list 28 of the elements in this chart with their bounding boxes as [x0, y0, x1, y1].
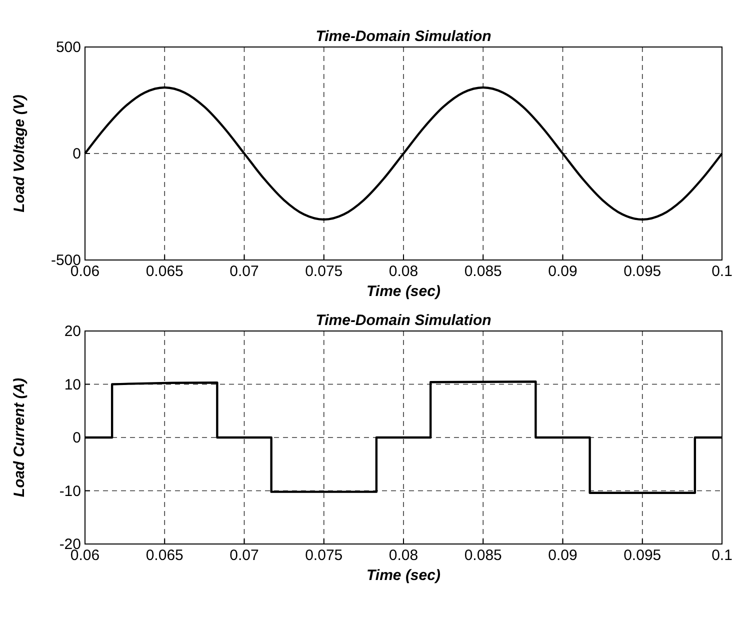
y-tick-label: 20 [64, 323, 81, 340]
y-axis-title: Load Voltage (V) [11, 94, 28, 212]
y-tick-label: 0 [72, 430, 81, 446]
x-tick-label: 0.065 [146, 547, 184, 564]
x-axis-title: Time (sec) [366, 567, 440, 584]
x-tick-label: 0.075 [305, 547, 343, 564]
chart-title: Time-Domain Simulation [316, 28, 492, 45]
x-tick-label: 0.095 [624, 263, 662, 280]
x-tick-label: 0.085 [464, 263, 502, 280]
x-tick-label: 0.1 [712, 263, 732, 280]
y-tick-label: 10 [64, 376, 81, 394]
x-tick-label: 0.08 [388, 263, 418, 280]
x-tick-label: 0.08 [388, 547, 418, 564]
x-tick-label: 0.075 [305, 263, 343, 280]
y-axis-title: Load Current (A) [11, 378, 28, 498]
x-tick-label: 0.09 [548, 263, 578, 280]
y-tick-label: -10 [59, 482, 81, 500]
x-tick-label: 0.07 [230, 263, 259, 280]
chart-title: Time-Domain Simulation [316, 312, 492, 329]
y-tick-label: 500 [56, 39, 81, 56]
x-tick-label: 0.085 [464, 547, 502, 564]
x-tick-label: 0.095 [624, 547, 662, 564]
x-axis-title: Time (sec) [366, 283, 440, 300]
x-tick-label: 0.09 [548, 547, 578, 564]
x-tick-label: 0.1 [712, 547, 732, 564]
x-tick-label: 0.07 [230, 547, 259, 564]
x-tick-label: 0.065 [146, 263, 184, 280]
y-tick-label: 0 [72, 146, 81, 162]
